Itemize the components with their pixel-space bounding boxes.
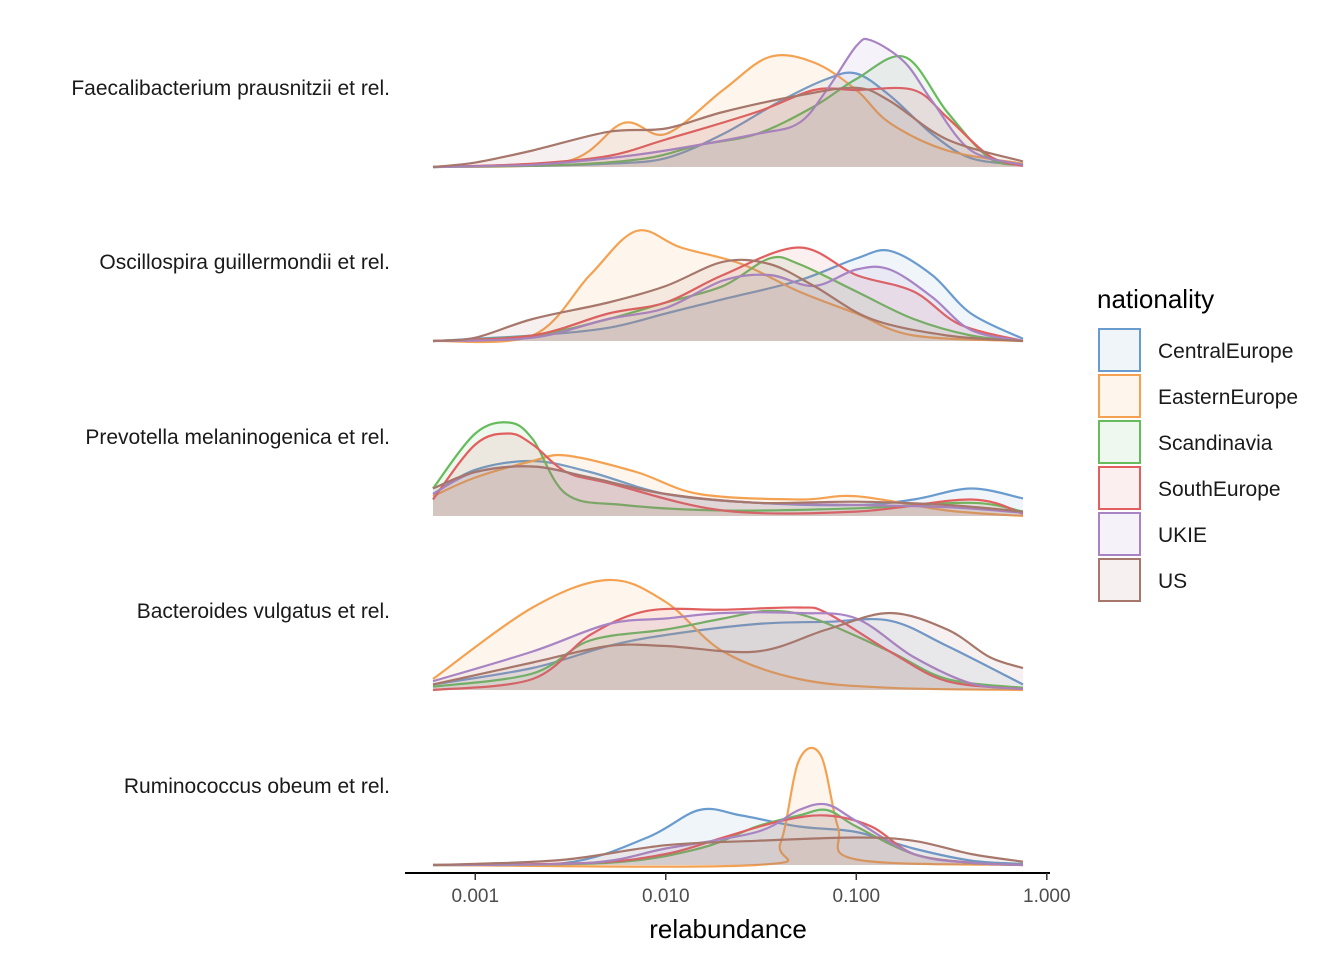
legend-label-ukie: UKIE: [1158, 524, 1207, 547]
row-label: Faecalibacterium prausnitzii et rel.: [71, 77, 390, 100]
density-fill-scandinavia: [433, 56, 1023, 167]
legend-key-southeurope: [1098, 466, 1141, 510]
density-line-easterneurope: [432, 578, 1024, 692]
ridge-row: [432, 746, 1024, 868]
density-fill-ukie: [433, 38, 1023, 167]
density-fill-scandinavia: [433, 809, 1023, 865]
density-line-easterneurope: [432, 54, 1024, 169]
x-axis-title: relabundance: [649, 914, 807, 944]
density-line-scandinavia: [432, 609, 1024, 689]
x-tick-label: 0.001: [451, 886, 499, 907]
density-fill-us: [433, 613, 1023, 690]
legend-title: nationality: [1097, 284, 1214, 314]
legend-key-centraleurope: [1098, 328, 1141, 372]
density-line-easterneurope: [432, 229, 1024, 344]
ridge-row: [432, 229, 1024, 344]
density-fill-us: [433, 87, 1023, 167]
row-label: Prevotella melaninogenica et rel.: [85, 426, 390, 449]
density-fill-centraleurope: [433, 72, 1023, 167]
density-line-southeurope: [432, 606, 1024, 692]
density-fill-easterneurope: [433, 230, 1023, 343]
density-line-centraleurope: [432, 249, 1024, 343]
density-line-scandinavia: [432, 54, 1024, 169]
x-axis: 0.001 0.010 0.100 1.000: [405, 872, 1071, 907]
density-line-ukie: [432, 802, 1024, 867]
legend-label-centraleurope: CentralEurope: [1158, 340, 1293, 363]
density-fill-ukie: [433, 266, 1023, 341]
density-line-easterneurope: [432, 746, 1024, 868]
density-fill-southeurope: [433, 433, 1023, 516]
legend-key-us: [1098, 558, 1141, 602]
density-line-ukie: [432, 265, 1024, 343]
density-layer: [432, 37, 1024, 868]
density-line-centraleurope: [432, 807, 1024, 867]
legend-label-us: US: [1158, 570, 1187, 593]
legend-label-easterneurope: EasternEurope: [1158, 386, 1298, 409]
density-fill-us: [433, 466, 1023, 516]
row-label: Oscillospira guillermondii et rel.: [99, 251, 390, 274]
x-tick-label: 1.000: [1023, 886, 1071, 907]
density-line-us: [432, 836, 1024, 867]
legend-key-scandinavia: [1098, 420, 1141, 464]
density-line-ukie: [432, 611, 1024, 690]
density-fill-southeurope: [433, 607, 1023, 690]
density-line-centraleurope: [432, 618, 1024, 686]
legend-label-southeurope: SouthEurope: [1158, 478, 1281, 501]
legend: nationality CentralEurope EasternEurope Sc…: [1097, 284, 1298, 602]
legend-label-scandinavia: Scandinavia: [1158, 432, 1273, 455]
density-fill-centraleurope: [433, 250, 1023, 341]
density-fill-southeurope: [433, 247, 1023, 341]
density-fill-ukie: [433, 803, 1023, 865]
density-line-us: [432, 86, 1024, 169]
density-line-southeurope: [432, 86, 1024, 169]
legend-key-ukie: [1098, 512, 1141, 556]
density-line-us: [432, 611, 1024, 686]
ridge-row: [432, 421, 1024, 518]
row-labels: Faecalibacterium prausnitzii et rel. Osci…: [71, 77, 390, 798]
density-fill-southeurope: [433, 815, 1023, 865]
row-label: Ruminococcus obeum et rel.: [124, 775, 390, 798]
density-line-us: [432, 258, 1024, 343]
density-fill-easterneurope: [433, 579, 1023, 690]
row-label: Bacteroides vulgatus et rel.: [137, 600, 390, 623]
density-line-us: [432, 465, 1024, 513]
legend-key-easterneurope: [1098, 374, 1141, 418]
density-fill-ukie: [433, 466, 1023, 516]
ridge-row: [432, 578, 1024, 692]
x-tick-label: 0.010: [642, 886, 690, 907]
density-line-ukie: [432, 37, 1024, 169]
x-tick-label: 0.100: [833, 886, 881, 907]
ridge-row: [432, 37, 1024, 169]
density-fill-southeurope: [433, 87, 1023, 167]
